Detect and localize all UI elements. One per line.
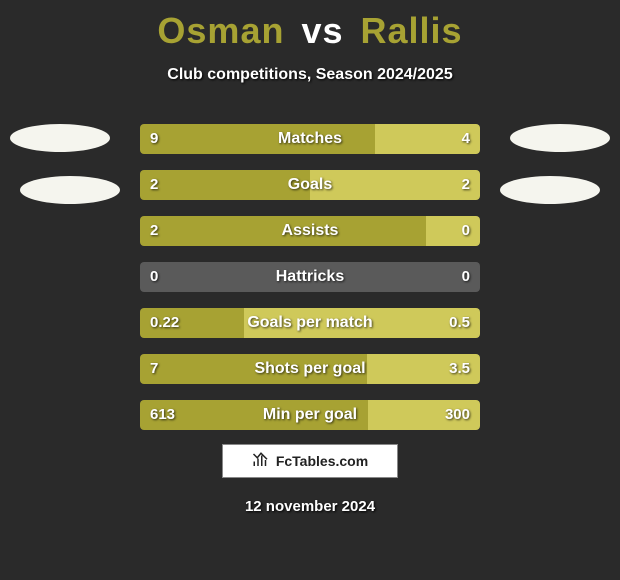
stat-value-left: 2 [150, 216, 158, 246]
stat-value-left: 0 [150, 262, 158, 292]
stat-bar-left [140, 216, 426, 246]
stat-bar-left [140, 170, 310, 200]
stat-row: Min per goal613300 [140, 400, 480, 430]
stat-bar-right [244, 308, 480, 338]
stat-bar-left [140, 354, 367, 384]
chart-icon [252, 451, 270, 472]
source-logo: FcTables.com [222, 444, 398, 478]
comparison-title: Osman vs Rallis [0, 0, 620, 52]
player1-badge-top [10, 124, 110, 152]
date-label: 12 november 2024 [0, 498, 620, 515]
subtitle: Club competitions, Season 2024/2025 [0, 66, 620, 84]
stat-value-left: 7 [150, 354, 158, 384]
stat-bar-left [140, 262, 480, 292]
player2-name: Rallis [361, 10, 463, 51]
player1-badge-bottom [20, 176, 120, 204]
stat-value-right: 0.5 [449, 308, 470, 338]
stat-value-left: 0.22 [150, 308, 179, 338]
stat-value-right: 0 [462, 216, 470, 246]
stat-row: Goals per match0.220.5 [140, 308, 480, 338]
player2-badge-bottom [500, 176, 600, 204]
stat-row: Goals22 [140, 170, 480, 200]
player2-badge-top [510, 124, 610, 152]
stat-value-left: 2 [150, 170, 158, 200]
stat-row: Hattricks00 [140, 262, 480, 292]
stat-value-right: 0 [462, 262, 470, 292]
stat-bar-right [426, 216, 480, 246]
title-vs: vs [301, 10, 343, 51]
source-logo-text: FcTables.com [276, 453, 368, 469]
stat-bar-left [140, 124, 375, 154]
stat-value-left: 613 [150, 400, 175, 430]
player1-name: Osman [157, 10, 284, 51]
stat-value-left: 9 [150, 124, 158, 154]
stat-row: Matches94 [140, 124, 480, 154]
stat-bar-right [310, 170, 480, 200]
stat-value-right: 300 [445, 400, 470, 430]
stat-value-right: 2 [462, 170, 470, 200]
stat-value-right: 4 [462, 124, 470, 154]
stat-bars: Matches94Goals22Assists20Hattricks00Goal… [140, 124, 480, 446]
stat-row: Shots per goal73.5 [140, 354, 480, 384]
stat-row: Assists20 [140, 216, 480, 246]
stat-value-right: 3.5 [449, 354, 470, 384]
